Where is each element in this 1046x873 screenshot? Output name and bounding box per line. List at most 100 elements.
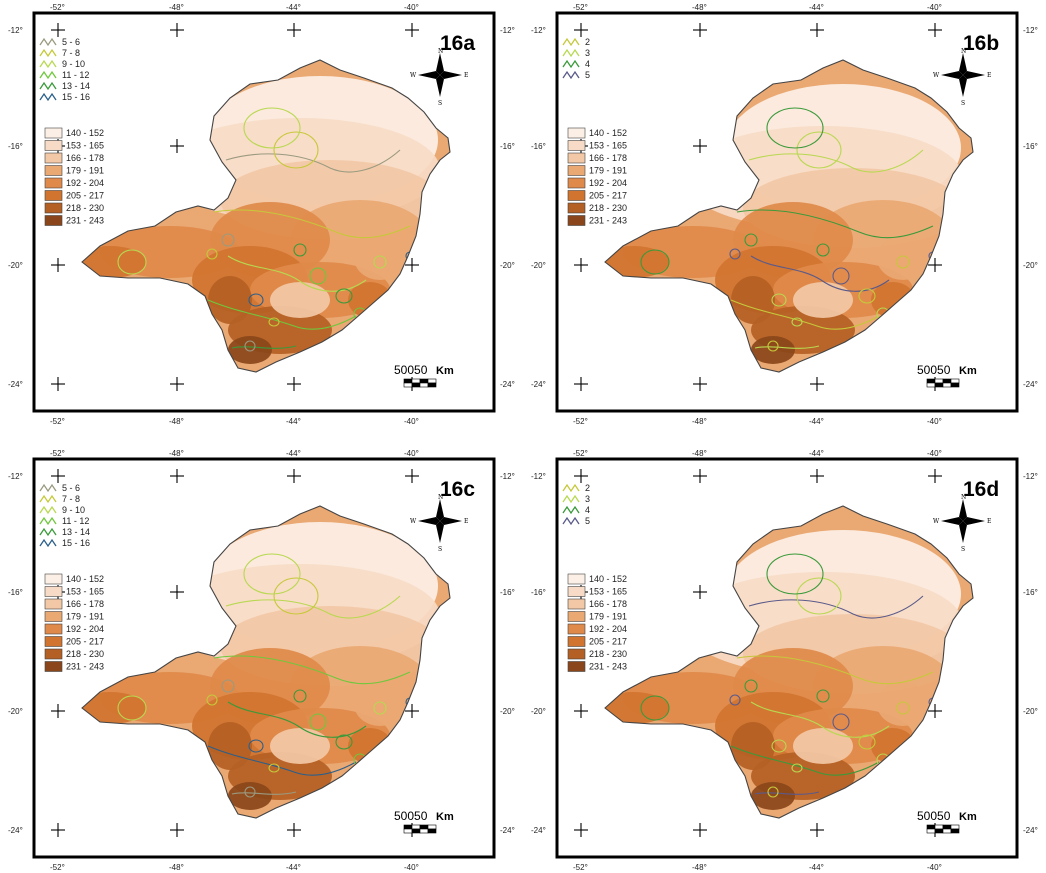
compass-letter-s: S <box>961 546 965 553</box>
contour-line <box>213 655 411 685</box>
fill-legend-label: 218 - 230 <box>66 649 104 659</box>
fill-legend-label: 231 - 243 <box>589 662 627 672</box>
compass-letter-e: E <box>987 72 991 79</box>
fill-zone <box>731 722 775 770</box>
contour-line <box>748 149 924 173</box>
y-tick-label-right: -16° <box>1023 588 1038 597</box>
contour-legend-swatch <box>562 483 580 493</box>
y-tick-label-right: -12° <box>500 472 515 481</box>
fill-legend-label: 153 - 165 <box>589 587 627 597</box>
fill-legend-label: 153 - 165 <box>66 141 104 151</box>
fill-zone <box>751 336 795 364</box>
fill-legend-label: 140 - 152 <box>66 574 104 584</box>
contour-legend-label: 2 <box>585 483 590 493</box>
contour-legend-label: 5 <box>585 70 590 80</box>
y-tick-label-left: -16° <box>8 588 23 597</box>
contour-ring <box>771 293 787 307</box>
contour-ring <box>248 293 264 307</box>
y-tick-label-left: -24° <box>531 826 546 835</box>
compass-letter-w: W <box>933 72 940 79</box>
contour-ring <box>767 786 779 798</box>
map-panel-16d: -52° -52° -48° -48° -44° -44° -40° -40° -12° -12°… <box>523 446 1046 873</box>
fill-zone <box>354 236 406 280</box>
contour-line <box>730 299 880 330</box>
contour-ring <box>243 107 301 149</box>
fill-legend-swatch <box>44 598 63 610</box>
x-tick-label-bottom: -48° <box>692 863 707 872</box>
y-tick-label-left: -12° <box>8 26 23 35</box>
contour-ring <box>744 679 758 693</box>
contour-ring <box>771 739 787 753</box>
contour-ring <box>896 255 910 269</box>
contour-legend-label: 13 - 14 <box>62 81 90 91</box>
y-tick-label-left: -24° <box>8 826 23 835</box>
x-tick-label-bottom: -52° <box>573 863 588 872</box>
contour-ring <box>244 786 256 798</box>
fill-zone <box>228 782 272 810</box>
fill-legend-swatch <box>44 573 63 585</box>
scale-bar-value: 50050 <box>917 363 951 377</box>
contour-ring <box>744 233 758 247</box>
contour-legend-label: 13 - 14 <box>62 527 90 537</box>
contour-legend-label: 5 - 6 <box>62 483 80 493</box>
contour-legend-swatch <box>562 516 580 526</box>
fill-legend-swatch <box>44 661 63 672</box>
contour-legend-swatch <box>562 59 580 69</box>
fill-legend-swatch <box>44 202 63 214</box>
y-tick-label-left: -12° <box>531 472 546 481</box>
scale-bar-value: 50050 <box>394 809 428 823</box>
y-tick-label-right: -20° <box>1023 261 1038 270</box>
x-tick-label-top: -48° <box>169 3 184 12</box>
contour-legend-swatch <box>562 48 580 58</box>
contour-line <box>736 655 934 685</box>
fill-zone <box>877 682 929 726</box>
contour-line <box>736 209 934 239</box>
contour-ring <box>373 255 387 269</box>
scale-bar-icon <box>926 824 960 834</box>
contour-ring <box>221 233 235 247</box>
x-tick-label-top: -40° <box>927 3 942 12</box>
fill-legend-label: 166 - 178 <box>589 153 627 163</box>
contour-legend-label: 2 <box>585 37 590 47</box>
scale-bar-unit: Km <box>436 365 454 377</box>
fill-legend-label: 166 - 178 <box>66 599 104 609</box>
x-tick-label-top: -52° <box>573 3 588 12</box>
contour-line <box>231 345 297 349</box>
compass-letter-s: S <box>438 100 442 107</box>
contour-legend-swatch <box>39 516 57 526</box>
y-tick-label-right: -16° <box>1023 142 1038 151</box>
fill-legend-swatch <box>44 127 63 139</box>
scale-bar-unit: Km <box>959 365 977 377</box>
fill-legend-swatch <box>44 586 63 597</box>
scale-bar-icon <box>926 378 960 388</box>
panel-label: 16d <box>963 478 999 501</box>
contour-legend-swatch <box>562 494 580 504</box>
contour-legend-label: 4 <box>585 59 590 69</box>
fill-legend-label: 192 - 204 <box>66 178 104 188</box>
x-tick-label-bottom: -40° <box>404 863 419 872</box>
contour-ring <box>640 695 670 721</box>
y-tick-label-right: -16° <box>500 142 515 151</box>
fill-legend-swatch <box>567 127 586 139</box>
fill-legend-label: 192 - 204 <box>589 178 627 188</box>
compass-letter-w: W <box>933 518 940 525</box>
contour-ring <box>896 701 910 715</box>
fill-legend-label: 231 - 243 <box>66 662 104 672</box>
fill-legend-swatch <box>567 661 586 672</box>
x-tick-label-top: -44° <box>809 3 824 12</box>
contour-ring <box>729 694 741 706</box>
fill-legend-label: 179 - 191 <box>589 612 627 622</box>
contour-line <box>225 595 401 619</box>
compass-letter-e: E <box>464 518 468 525</box>
contour-ring <box>766 107 824 149</box>
contour-legend-label: 7 - 8 <box>62 494 80 504</box>
fill-legend-swatch <box>567 190 586 201</box>
contour-ring <box>766 553 824 595</box>
fill-legend-swatch <box>44 177 63 189</box>
fill-legend-label: 218 - 230 <box>589 203 627 213</box>
scale-bar-icon <box>403 378 437 388</box>
fill-legend-swatch <box>567 648 586 660</box>
fill-legend-swatch <box>567 623 586 635</box>
contour-legend-label: 7 - 8 <box>62 48 80 58</box>
x-tick-label-bottom: -48° <box>169 863 184 872</box>
